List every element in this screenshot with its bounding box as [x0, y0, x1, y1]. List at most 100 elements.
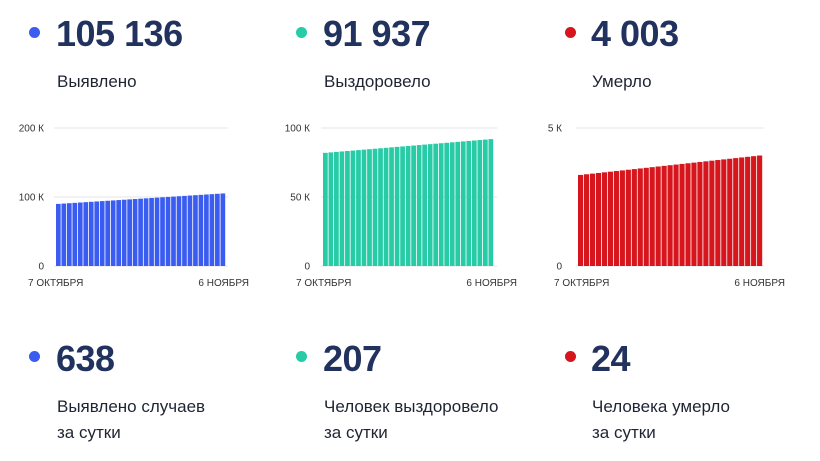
- bar: [721, 159, 727, 266]
- bullet-icon: [29, 351, 40, 362]
- bar: [105, 200, 111, 266]
- bar: [673, 164, 679, 266]
- bar: [637, 168, 643, 266]
- bar: [356, 150, 361, 266]
- bar: [94, 201, 100, 266]
- y-tick-label: 5 К: [548, 124, 562, 135]
- y-tick-label: 100 К: [285, 124, 310, 135]
- bar: [72, 202, 78, 266]
- bar: [193, 195, 198, 266]
- bar: [209, 194, 215, 266]
- bar: [482, 139, 488, 266]
- bar: [339, 151, 345, 266]
- bar: [372, 148, 378, 266]
- y-tick-label: 100 К: [19, 193, 44, 204]
- bar: [667, 165, 673, 266]
- bullet-icon: [296, 351, 307, 362]
- bar: [416, 145, 422, 266]
- y-tick-label: 0: [38, 262, 44, 273]
- bar: [583, 174, 590, 266]
- bar: [334, 151, 339, 266]
- bar: [116, 200, 121, 266]
- bar: [601, 172, 608, 266]
- bar: [697, 161, 703, 266]
- bar: [176, 196, 182, 266]
- bar: [367, 149, 372, 266]
- bullet-icon: [296, 27, 307, 38]
- daily-detected-value: 638: [56, 338, 115, 379]
- bar: [709, 160, 715, 266]
- bar: [631, 169, 637, 266]
- x-tick-label-start: 7 ОКТЯБРЯ: [296, 278, 351, 289]
- bar: [187, 195, 193, 266]
- daily-deaths-line2: за сутки: [592, 423, 656, 442]
- bar: [449, 142, 455, 266]
- y-tick-label: 50 К: [290, 193, 310, 204]
- daily-deaths-line1: Человека умерло: [592, 397, 730, 416]
- total-recovered-value: 91 937: [323, 13, 431, 54]
- bar: [422, 144, 428, 266]
- bar: [56, 203, 61, 266]
- x-tick-label-start: 7 ОКТЯБРЯ: [554, 278, 609, 289]
- bar: [460, 141, 466, 266]
- bar: [138, 198, 143, 266]
- bar: [607, 171, 614, 266]
- daily-deaths-value: 24: [591, 338, 631, 379]
- total-detected-label: Выявлено: [57, 72, 137, 91]
- bar: [691, 162, 697, 266]
- total-recovered-label: Выздоровело: [324, 72, 431, 91]
- bar: [171, 196, 176, 266]
- bar: [466, 140, 472, 266]
- bar: [99, 201, 105, 266]
- bar: [149, 197, 154, 266]
- total-detected-value: 105 136: [56, 13, 183, 54]
- y-tick-label: 0: [556, 262, 562, 273]
- bar: [578, 174, 584, 266]
- bullet-icon: [565, 351, 576, 362]
- bar: [88, 201, 94, 266]
- bar: [733, 158, 739, 266]
- bar: [378, 148, 383, 266]
- bar: [643, 167, 649, 266]
- daily-detected-line1: Выявлено случаев: [57, 397, 206, 416]
- bar: [655, 166, 661, 266]
- bar: [745, 156, 751, 266]
- bar: [625, 169, 631, 266]
- y-tick-label: 200 К: [19, 124, 44, 135]
- daily-recovered-label: Человек выздоровело за сутки: [324, 394, 499, 446]
- x-tick-label-end: 6 НОЯБРЯ: [198, 278, 249, 289]
- bar: [613, 171, 619, 266]
- bar: [143, 198, 149, 266]
- x-tick-label-start: 7 ОКТЯБРЯ: [28, 278, 83, 289]
- x-tick-label-end: 6 НОЯБРЯ: [734, 278, 785, 289]
- daily-recovered-line2: за сутки: [324, 423, 388, 442]
- bar: [411, 145, 416, 266]
- y-tick-label: 0: [304, 262, 310, 273]
- bar: [739, 157, 745, 266]
- charts-area: 200 К 100 К 0 7 ОКТЯБРЯ 6 НОЯБРЯ 100 К 50 К 0 7 …: [19, 124, 785, 290]
- bar: [328, 152, 334, 266]
- bar: [405, 145, 411, 266]
- bar: [715, 160, 721, 266]
- bar: [110, 200, 116, 266]
- bar: [649, 167, 655, 266]
- x-tick-label-end: 6 НОЯБРЯ: [466, 278, 517, 289]
- bar: [220, 193, 226, 266]
- bar: [204, 194, 209, 266]
- total-deaths-label: Умерло: [592, 72, 652, 91]
- bar: [595, 172, 602, 266]
- bar: [727, 158, 733, 266]
- bar: [455, 141, 461, 266]
- bar: [394, 146, 400, 266]
- bar: [77, 202, 83, 266]
- bar: [427, 144, 433, 266]
- bar: [619, 170, 625, 266]
- bullet-icon: [29, 27, 40, 38]
- bar: [198, 194, 204, 266]
- bullet-icon: [565, 27, 576, 38]
- daily-detected-label: Выявлено случаев за сутки: [57, 394, 205, 446]
- bar: [438, 143, 444, 266]
- bar: [127, 199, 132, 266]
- daily-detected-line2: за сутки: [57, 423, 121, 442]
- bar: [61, 203, 67, 266]
